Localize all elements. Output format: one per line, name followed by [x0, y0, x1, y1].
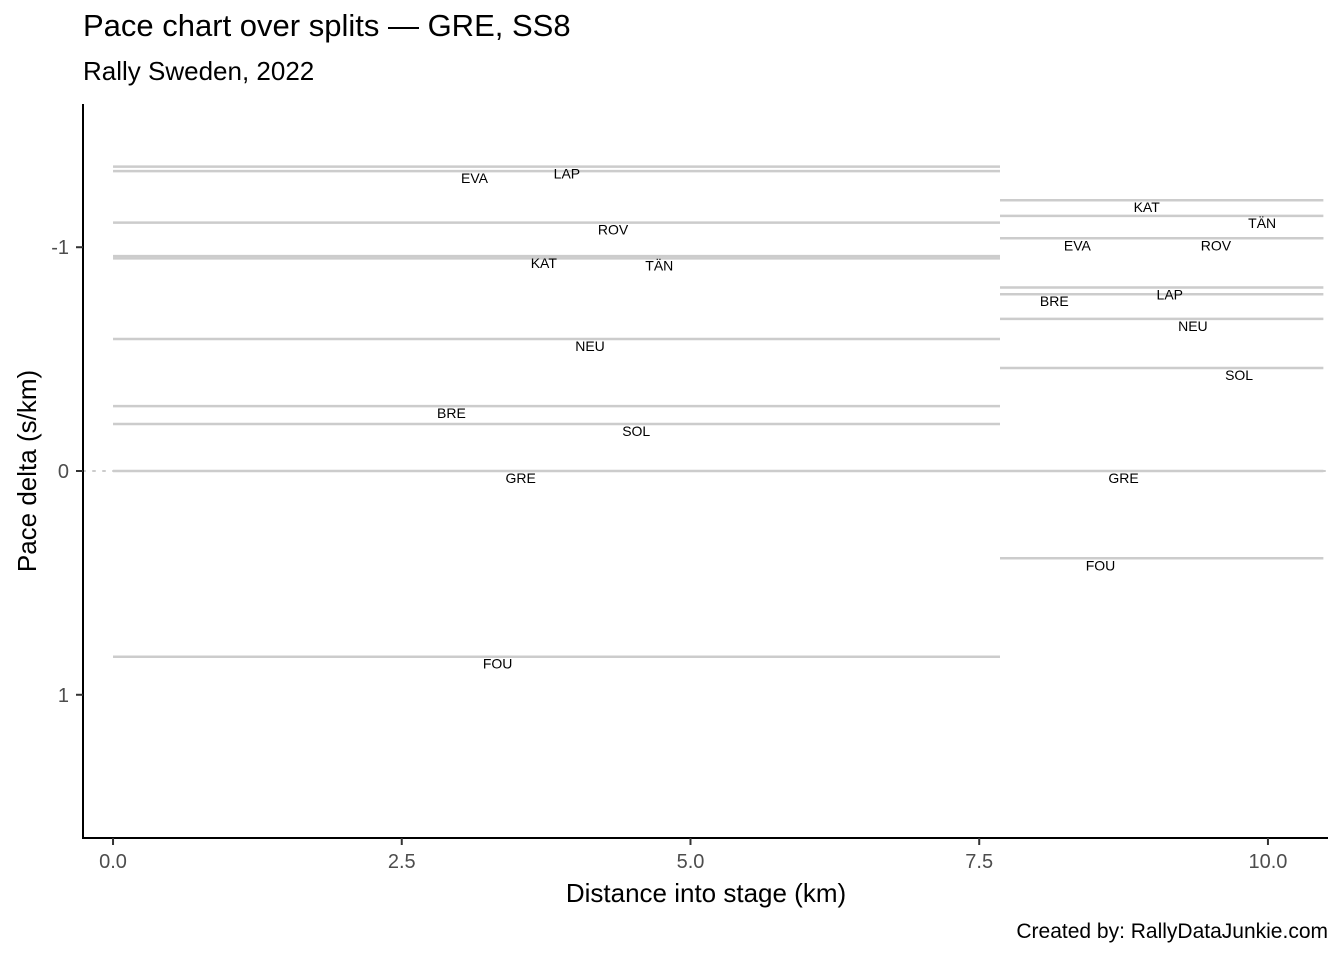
driver-label-neu-split-1: NEU [575, 338, 605, 354]
chart-caption: Created by: RallyDataJunkie.com [1016, 920, 1328, 943]
driver-label-sol-split-1: SOL [622, 423, 650, 439]
x-tick-label: 0.0 [99, 851, 127, 873]
driver-label-tän-split-1: TÄN [645, 257, 673, 273]
x-tick-label: 7.5 [965, 851, 993, 873]
driver-label-kat-split-1: KAT [531, 255, 558, 271]
driver-label-eva-split-1: EVA [461, 170, 489, 186]
driver-label-fou-split-1: FOU [483, 656, 513, 672]
y-tick-label: 1 [58, 685, 69, 707]
x-tick-label: 10.0 [1248, 851, 1287, 873]
y-tick-label: 0 [58, 461, 69, 483]
driver-label-bre-split-2: BRE [1040, 293, 1069, 309]
driver-label-rov-split-2: ROV [1201, 237, 1232, 253]
driver-label-sol-split-2: SOL [1225, 367, 1253, 383]
y-axis-title: Pace delta (s/km) [12, 370, 42, 572]
y-tick-label: -1 [51, 237, 69, 259]
driver-label-eva-split-2: EVA [1064, 237, 1092, 253]
driver-label-bre-split-1: BRE [437, 405, 466, 421]
driver-label-rov-split-1: ROV [598, 222, 629, 238]
driver-label-lap-split-2: LAP [1157, 287, 1183, 303]
driver-label-gre-split-2: GRE [1108, 470, 1138, 486]
driver-label-lap-split-1: LAP [554, 166, 580, 182]
driver-label-tän-split-2: TÄN [1248, 215, 1276, 231]
chart-subtitle: Rally Sweden, 2022 [83, 56, 315, 86]
chart-title: Pace chart over splits — GRE, SS8 [83, 8, 571, 43]
x-tick-label: 2.5 [388, 851, 416, 873]
driver-label-neu-split-2: NEU [1178, 318, 1208, 334]
x-tick-label: 5.0 [677, 851, 705, 873]
driver-label-kat-split-2: KAT [1134, 199, 1161, 215]
driver-label-fou-split-2: FOU [1086, 557, 1116, 573]
driver-label-gre-split-1: GRE [506, 470, 536, 486]
x-axis-title: Distance into stage (km) [566, 878, 846, 908]
